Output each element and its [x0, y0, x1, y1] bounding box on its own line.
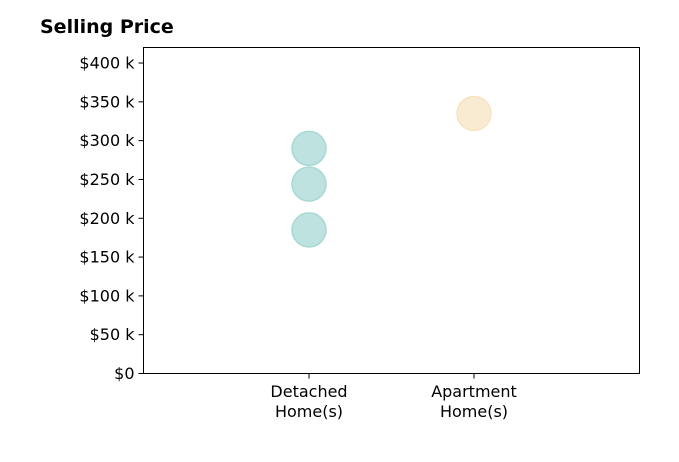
scatter-point	[291, 212, 327, 248]
y-tick-label: $250 k	[79, 170, 135, 189]
y-tick-label: $100 k	[79, 286, 135, 305]
chart-marks	[291, 95, 492, 248]
x-tick-label-line: Detached	[270, 382, 347, 401]
y-axis: $0 $50 k $100 k $150 k $200 k $250 k $300 k $35…	[79, 54, 144, 383]
x-tick-label: Detached Home(s)	[270, 382, 347, 421]
x-tick-label: Apartment Home(s)	[431, 382, 517, 421]
y-tick-label: $400 k	[79, 54, 135, 73]
y-tick-label: $200 k	[79, 209, 135, 228]
scatter-point	[291, 130, 327, 167]
plot-frame	[143, 47, 640, 374]
chart-title: Selling Price	[40, 16, 174, 38]
y-tick-label: $150 k	[79, 248, 135, 267]
y-tick-label: $300 k	[79, 131, 135, 150]
x-tick-label-line: Apartment	[431, 382, 517, 401]
x-tick-label-line: Home(s)	[275, 402, 343, 421]
x-tick-label-line: Home(s)	[440, 402, 508, 421]
scatter-point	[291, 166, 327, 202]
y-tick-label: $50 k	[90, 325, 136, 344]
scatter-point	[456, 95, 492, 132]
y-tick-label: $0	[114, 364, 134, 383]
y-tick-label: $350 k	[79, 92, 135, 111]
x-axis: Detached Home(s)Apartment Home(s)	[270, 373, 517, 421]
